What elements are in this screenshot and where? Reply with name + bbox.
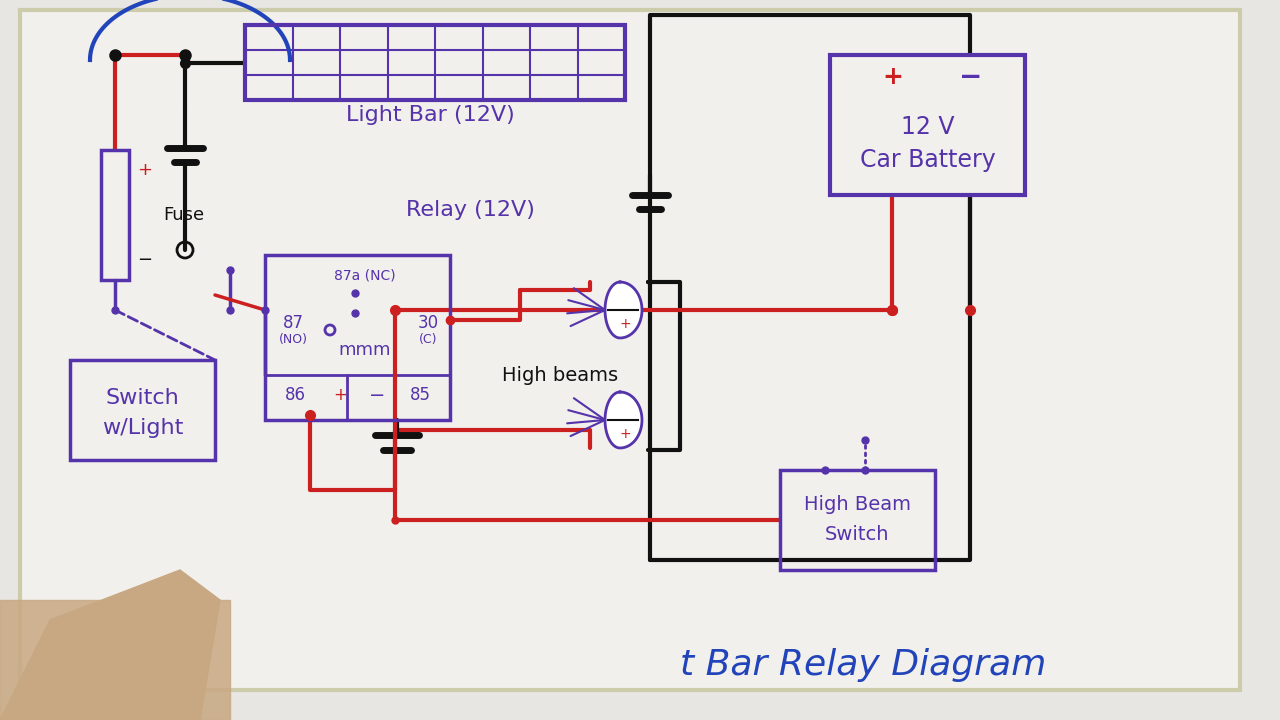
Polygon shape	[0, 570, 220, 720]
Text: High beams: High beams	[502, 366, 618, 384]
Text: t Bar Relay Diagram: t Bar Relay Diagram	[680, 648, 1046, 682]
Bar	[265, 255, 451, 420]
Text: −: −	[137, 251, 152, 269]
Text: 87a (NC): 87a (NC)	[334, 268, 396, 282]
Text: −: −	[959, 63, 982, 91]
Text: +: +	[620, 427, 631, 441]
Polygon shape	[605, 282, 643, 338]
Text: Switch: Switch	[106, 388, 179, 408]
Text: Car Battery: Car Battery	[860, 148, 996, 172]
Text: 85: 85	[410, 386, 430, 404]
Text: 87: 87	[283, 314, 303, 332]
Text: Relay (12V): Relay (12V)	[406, 200, 535, 220]
Text: (C): (C)	[419, 333, 438, 346]
Text: Switch: Switch	[826, 526, 890, 544]
Text: Light Bar (12V): Light Bar (12V)	[346, 105, 515, 125]
Polygon shape	[605, 392, 643, 448]
Text: −: −	[369, 385, 385, 405]
Text: 12 V: 12 V	[901, 115, 955, 139]
Text: w/Light: w/Light	[102, 418, 183, 438]
Text: +: +	[333, 386, 347, 404]
Text: High Beam: High Beam	[804, 495, 911, 515]
Bar	[780, 470, 934, 570]
Text: +: +	[882, 65, 902, 89]
Bar	[70, 360, 215, 460]
Bar	[244, 25, 625, 100]
Text: mmm: mmm	[339, 341, 392, 359]
Text: +: +	[620, 317, 631, 331]
Text: Fuse: Fuse	[163, 206, 204, 224]
Bar	[829, 55, 1025, 195]
Text: 86: 86	[284, 386, 306, 404]
Bar	[101, 150, 129, 280]
Text: +: +	[137, 161, 152, 179]
Text: (NO): (NO)	[279, 333, 307, 346]
Text: 30: 30	[417, 314, 439, 332]
